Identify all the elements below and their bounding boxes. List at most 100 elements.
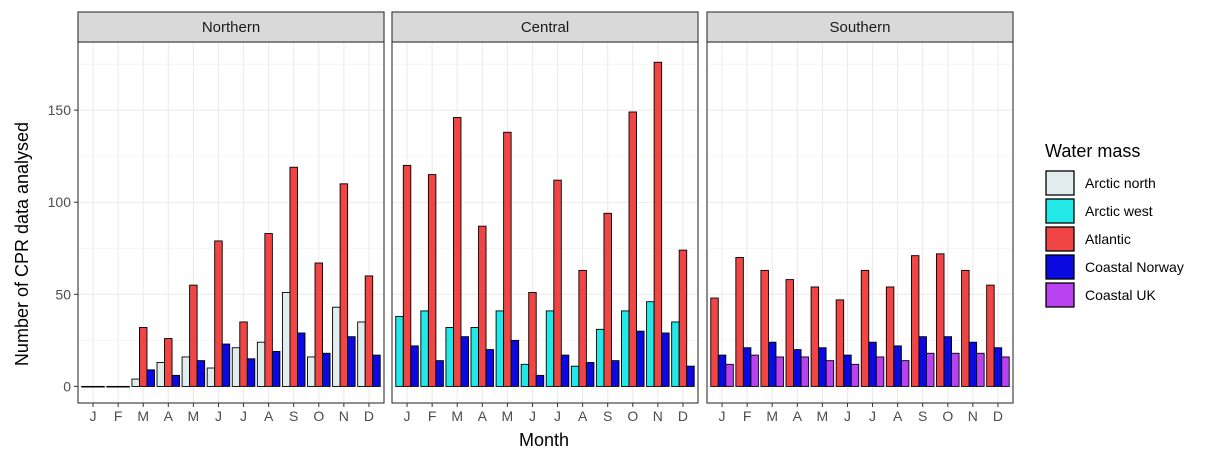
bar-atlantic: [214, 240, 223, 387]
bar-coastal-uk: [976, 352, 985, 387]
x-tick-label: J: [719, 408, 726, 424]
x-tick-label: N: [968, 408, 978, 424]
x-tick-label: J: [215, 408, 222, 424]
bar-coastal-norway: [146, 369, 155, 387]
bar-coastal-uk: [1001, 356, 1010, 387]
bar-arctic-west: [595, 328, 605, 387]
legend-label: Arctic north: [1085, 175, 1156, 191]
bar-coastal-norway: [535, 374, 545, 387]
bar-atlantic: [628, 111, 637, 387]
bar-atlantic: [785, 279, 794, 387]
bar-atlantic: [528, 292, 537, 387]
bar-arctic-north: [81, 385, 90, 388]
bar-arctic-west: [470, 327, 479, 387]
bar-coastal-norway: [968, 341, 978, 387]
bar-atlantic: [314, 262, 323, 387]
bar-coastal-norway: [560, 354, 570, 387]
bar-coastal-norway: [636, 330, 645, 387]
bar-coastal-norway: [742, 347, 752, 387]
bar-atlantic: [402, 164, 412, 387]
bar-arctic-north: [156, 362, 165, 387]
bar-coastal-norway: [171, 374, 181, 387]
legend-key: [1045, 282, 1075, 308]
bar-atlantic: [910, 255, 920, 387]
bar-coastal-uk: [825, 360, 835, 387]
bar-atlantic: [735, 257, 744, 387]
x-tick-label: M: [817, 408, 829, 424]
bar-arctic-north: [231, 347, 241, 387]
bar-arctic-west: [520, 363, 530, 387]
bar-coastal-norway: [271, 350, 281, 387]
y-tick-label: 100: [48, 194, 72, 210]
bar-arctic-west: [445, 327, 454, 387]
bar-coastal-norway: [717, 354, 727, 387]
x-tick-label: S: [289, 408, 298, 424]
bar-coastal-norway: [993, 347, 1003, 387]
x-tick-label: O: [627, 408, 638, 424]
facet-strip-label: Northern: [202, 19, 260, 36]
x-tick-label: M: [766, 408, 778, 424]
bar-coastal-norway: [893, 345, 902, 387]
bar-coastal-norway: [410, 345, 419, 387]
legend-key: [1045, 254, 1075, 280]
legend-label: Arctic west: [1085, 203, 1153, 219]
x-tick-label: S: [603, 408, 612, 424]
x-tick-label: F: [114, 408, 123, 424]
bar-coastal-norway: [460, 336, 469, 387]
legend: Water mass Arctic north Arctic west Atlant…: [1045, 141, 1184, 308]
bar-atlantic: [885, 286, 895, 387]
legend-label: Atlantic: [1085, 231, 1131, 247]
bar-arctic-north: [281, 292, 291, 387]
x-tick-label: O: [942, 408, 953, 424]
x-tick-label: J: [240, 408, 247, 424]
bar-arctic-west: [420, 310, 429, 387]
bar-coastal-norway: [793, 349, 802, 387]
bar-arctic-west: [646, 301, 655, 387]
bar-atlantic: [364, 275, 374, 387]
bar-coastal-norway: [435, 360, 444, 387]
y-axis-title: Number of CPR data analysed: [12, 122, 32, 366]
bar-coastal-norway: [843, 354, 852, 387]
bar-coastal-norway: [372, 354, 381, 387]
bar-atlantic: [578, 269, 587, 387]
bar-atlantic: [760, 269, 769, 387]
bar-atlantic: [113, 385, 123, 388]
bar-arctic-west: [671, 321, 680, 387]
bar-arctic-west: [495, 310, 505, 387]
x-tick-label: A: [793, 408, 803, 424]
bar-arctic-north: [307, 356, 316, 387]
bar-atlantic: [961, 269, 970, 387]
bar-atlantic: [239, 321, 248, 387]
bar-coastal-norway: [297, 332, 306, 387]
x-tick-label: F: [743, 408, 752, 424]
bar-arctic-west: [570, 365, 580, 387]
legend-title: Water mass: [1045, 141, 1140, 161]
x-tick-label: N: [653, 408, 663, 424]
bar-atlantic: [339, 183, 349, 387]
bar-arctic-north: [256, 341, 266, 387]
x-tick-label: J: [404, 408, 411, 424]
bar-coastal-uk: [875, 356, 885, 387]
x-tick-label: D: [364, 408, 374, 424]
bar-coastal-norway: [485, 349, 495, 387]
bar-atlantic: [653, 61, 663, 387]
bar-coastal-norway: [768, 341, 777, 387]
x-tick-label: A: [264, 408, 274, 424]
bar-atlantic: [936, 253, 945, 387]
bar-coastal-norway: [347, 336, 356, 387]
bar-atlantic: [264, 233, 273, 387]
bar-coastal-uk: [775, 356, 784, 387]
bar-atlantic: [678, 249, 688, 387]
bar-coastal-norway: [943, 336, 952, 387]
x-tick-label: A: [578, 408, 588, 424]
x-tick-label: J: [529, 408, 536, 424]
legend-key: [1045, 226, 1075, 252]
facet-strip: [77, 11, 385, 43]
bar-atlantic: [453, 117, 462, 387]
bar-atlantic: [710, 297, 719, 387]
bar-coastal-uk: [725, 363, 734, 387]
x-tick-label: O: [313, 408, 324, 424]
